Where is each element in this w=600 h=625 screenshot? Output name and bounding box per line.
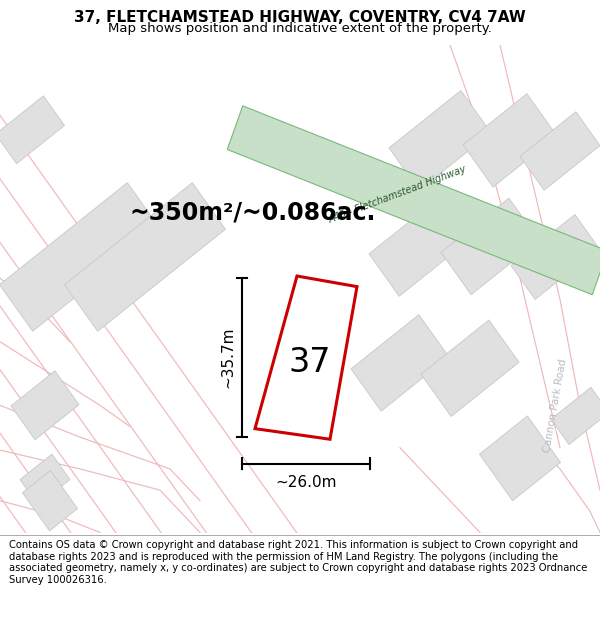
- Polygon shape: [351, 314, 449, 411]
- Polygon shape: [65, 182, 226, 331]
- Polygon shape: [441, 198, 539, 294]
- Polygon shape: [0, 96, 64, 164]
- Text: Map shows position and indicative extent of the property.: Map shows position and indicative extent…: [108, 22, 492, 35]
- Text: 37, FLETCHAMSTEAD HIGHWAY, COVENTRY, CV4 7AW: 37, FLETCHAMSTEAD HIGHWAY, COVENTRY, CV4…: [74, 10, 526, 25]
- Polygon shape: [0, 182, 160, 331]
- Polygon shape: [22, 471, 77, 531]
- Polygon shape: [421, 320, 519, 416]
- Text: Cannon Park Road: Cannon Park Road: [542, 357, 568, 453]
- Polygon shape: [479, 416, 560, 501]
- Text: ~350m²/~0.086ac.: ~350m²/~0.086ac.: [130, 201, 376, 224]
- Polygon shape: [520, 112, 600, 190]
- Polygon shape: [369, 196, 471, 296]
- Polygon shape: [255, 276, 357, 439]
- Polygon shape: [389, 91, 491, 190]
- Polygon shape: [551, 388, 600, 444]
- Text: A45 - Fletchamstead Highway: A45 - Fletchamstead Highway: [327, 164, 468, 226]
- Text: ~26.0m: ~26.0m: [275, 475, 337, 490]
- Polygon shape: [11, 371, 79, 440]
- Polygon shape: [20, 454, 70, 505]
- Polygon shape: [463, 94, 557, 187]
- Text: Contains OS data © Crown copyright and database right 2021. This information is : Contains OS data © Crown copyright and d…: [9, 540, 587, 585]
- Text: ~35.7m: ~35.7m: [221, 327, 235, 388]
- Polygon shape: [227, 106, 600, 294]
- Polygon shape: [511, 214, 599, 299]
- Text: 37: 37: [289, 346, 331, 379]
